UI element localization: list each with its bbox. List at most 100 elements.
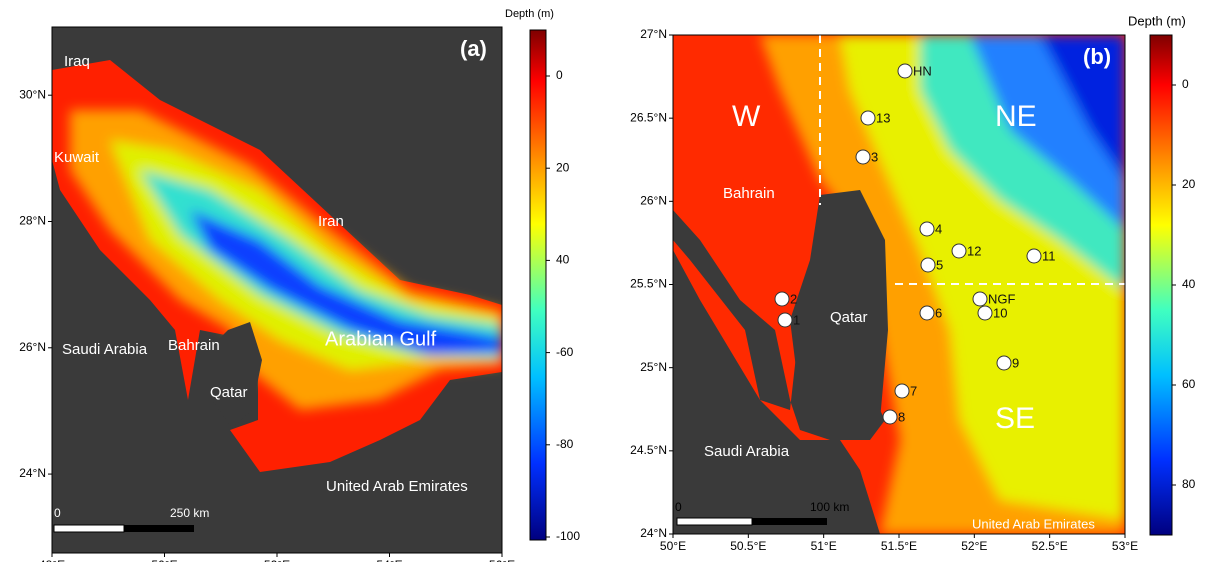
scale-label: 0 xyxy=(675,500,682,514)
scale-bar xyxy=(53,524,125,533)
y-tick-label: 26°N xyxy=(19,340,46,354)
place-name: Kuwait xyxy=(54,149,100,166)
qatar xyxy=(206,322,262,428)
x-tick-label: 54°E xyxy=(376,558,402,562)
colorbar-tick-label: 0 xyxy=(556,68,563,82)
station-label: HN xyxy=(913,63,932,78)
colorbar xyxy=(529,29,547,541)
region-label: W xyxy=(732,100,761,133)
station-label: 2 xyxy=(790,291,797,306)
station-label: 9 xyxy=(1012,355,1019,370)
x-tick-label: 52°E xyxy=(961,539,987,553)
station-label: 12 xyxy=(967,243,981,258)
x-tick-label: 52.5°E xyxy=(1032,539,1068,553)
station-marker xyxy=(774,291,790,307)
scale-bar xyxy=(752,518,827,525)
place-name: Arabian Gulf xyxy=(325,328,437,350)
place-name: United Arab Emirates xyxy=(972,516,1095,531)
colorbar-tick-label: 60 xyxy=(1182,377,1196,391)
station-marker xyxy=(1026,248,1042,264)
panel-label: (a) xyxy=(460,36,487,61)
station-label: NGF xyxy=(988,291,1016,306)
y-tick-label: 25.5°N xyxy=(630,277,667,291)
scale-bar xyxy=(124,525,194,532)
panel-label: (b) xyxy=(1083,44,1111,69)
depth-field xyxy=(70,110,502,410)
map-a xyxy=(52,27,502,553)
x-tick-label: 50.5°E xyxy=(730,539,766,553)
station-marker xyxy=(777,312,793,328)
colorbar-tick-label: 20 xyxy=(556,160,570,174)
colorbar-tick-label: 40 xyxy=(556,253,570,267)
x-tick-label: 51°E xyxy=(811,539,837,553)
colorbar-tick-label: -60 xyxy=(556,345,574,359)
scale-label: 250 km xyxy=(170,506,209,520)
y-tick-label: 24.5°N xyxy=(630,443,667,457)
station-label: 10 xyxy=(993,305,1007,320)
station-marker xyxy=(996,355,1012,371)
station-marker xyxy=(860,110,876,126)
station-label: 1 xyxy=(793,312,800,327)
qatar xyxy=(790,190,888,440)
x-tick-label: 50°E xyxy=(151,558,177,562)
station-marker xyxy=(919,305,935,321)
x-tick-label: 52°E xyxy=(264,558,290,562)
colorbar-title: Depth (m) xyxy=(1128,13,1186,28)
scale-label: 100 km xyxy=(810,500,849,514)
y-tick-label: 26°N xyxy=(640,194,667,208)
y-tick-label: 24°N xyxy=(640,526,667,540)
y-tick-label: 27°N xyxy=(640,27,667,41)
station-marker xyxy=(919,221,935,237)
colorbar-tick-label: -80 xyxy=(556,437,574,451)
station-label: 13 xyxy=(876,110,890,125)
colorbar-tick-label: 0 xyxy=(1182,77,1189,91)
place-name: United Arab Emirates xyxy=(326,478,468,495)
station-marker xyxy=(977,305,993,321)
x-tick-label: 50°E xyxy=(660,539,686,553)
y-tick-label: 26.5°N xyxy=(630,110,667,124)
station-label: 6 xyxy=(935,305,942,320)
land xyxy=(673,250,880,534)
x-tick-label: 56°E xyxy=(489,558,515,562)
x-tick-label: 53°E xyxy=(1112,539,1138,553)
colorbar-tick-label: -100 xyxy=(556,529,580,543)
colorbar-tick-label: 20 xyxy=(1182,177,1196,191)
place-name: Bahrain xyxy=(723,185,775,202)
station-marker xyxy=(951,243,967,259)
station-label: 8 xyxy=(898,409,905,424)
colorbar-title: Depth (m) xyxy=(505,8,554,20)
y-tick-label: 24°N xyxy=(19,466,46,480)
y-tick-label: 28°N xyxy=(19,214,46,228)
colorbar xyxy=(1149,34,1173,536)
place-name: Saudi Arabia xyxy=(704,443,790,460)
station-marker xyxy=(894,383,910,399)
station-marker xyxy=(855,149,871,165)
station-label: 3 xyxy=(871,149,878,164)
station-marker xyxy=(920,257,936,273)
region-label: SE xyxy=(995,402,1035,435)
colorbar-tick-label: 80 xyxy=(1182,477,1196,491)
x-tick-label: 51.5°E xyxy=(881,539,917,553)
place-name: Qatar xyxy=(830,309,868,326)
station-label: 11 xyxy=(1042,248,1056,263)
place-name: Bahrain xyxy=(168,337,220,354)
place-name: Iraq xyxy=(64,53,90,70)
x-tick-label: 48°E xyxy=(39,558,65,562)
scale-bar xyxy=(676,517,753,526)
station-marker xyxy=(897,63,913,79)
place-name: Iran xyxy=(318,213,344,230)
place-name: Saudi Arabia xyxy=(62,341,148,358)
station-label: 4 xyxy=(935,221,942,236)
colorbar-tick-label: 40 xyxy=(1182,277,1196,291)
scale-label: 0 xyxy=(54,506,61,520)
place-name: Qatar xyxy=(210,384,248,401)
station-marker xyxy=(972,291,988,307)
y-tick-label: 25°N xyxy=(640,360,667,374)
station-marker xyxy=(882,409,898,425)
region-label: NE xyxy=(995,100,1037,133)
station-label: 5 xyxy=(936,257,943,272)
map-b xyxy=(673,35,1125,534)
station-label: 7 xyxy=(910,383,917,398)
